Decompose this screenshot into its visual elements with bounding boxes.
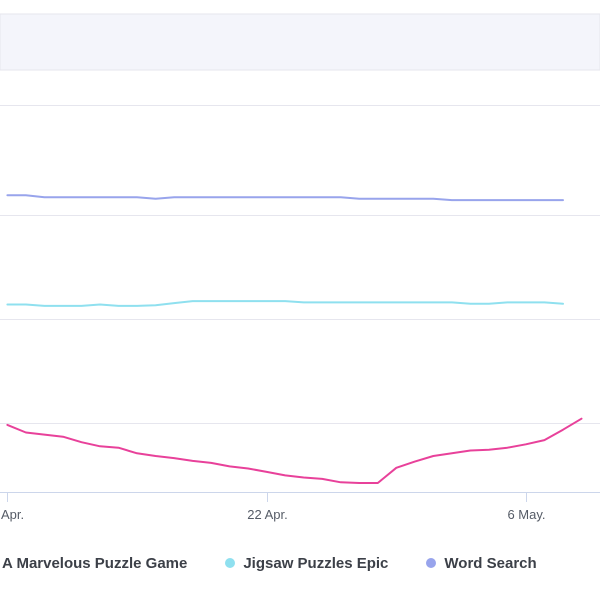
legend-label: Word Search <box>444 554 537 572</box>
grid-lines <box>0 105 600 493</box>
x-tick-label: 22 Apr. <box>247 507 287 522</box>
legend-dot-icon <box>426 558 437 568</box>
legend-label: A Marvelous Puzzle Game <box>2 554 188 572</box>
legend: A Marvelous Puzzle Game Jigsaw Puzzles E… <box>0 548 600 578</box>
x-axis: 8 Apr. 22 Apr. 6 May. <box>0 492 546 522</box>
x-tick-label: 6 May. <box>507 507 545 522</box>
legend-item-jigsaw[interactable]: Jigsaw Puzzles Epic <box>225 555 388 572</box>
legend-dot-icon <box>225 558 236 568</box>
legend-item-word-search[interactable]: Word Search <box>426 554 537 572</box>
series-lines <box>6 194 583 484</box>
top-band <box>0 13 600 71</box>
x-tick-label: 8 Apr. <box>0 507 24 522</box>
series-line-2[interactable] <box>6 300 564 307</box>
series-line-1[interactable] <box>6 417 583 484</box>
series-line-3[interactable] <box>6 194 564 202</box>
legend-label: Jigsaw Puzzles Epic <box>243 554 389 572</box>
legend-item-puzzle-game[interactable]: A Marvelous Puzzle Game <box>0 555 187 572</box>
